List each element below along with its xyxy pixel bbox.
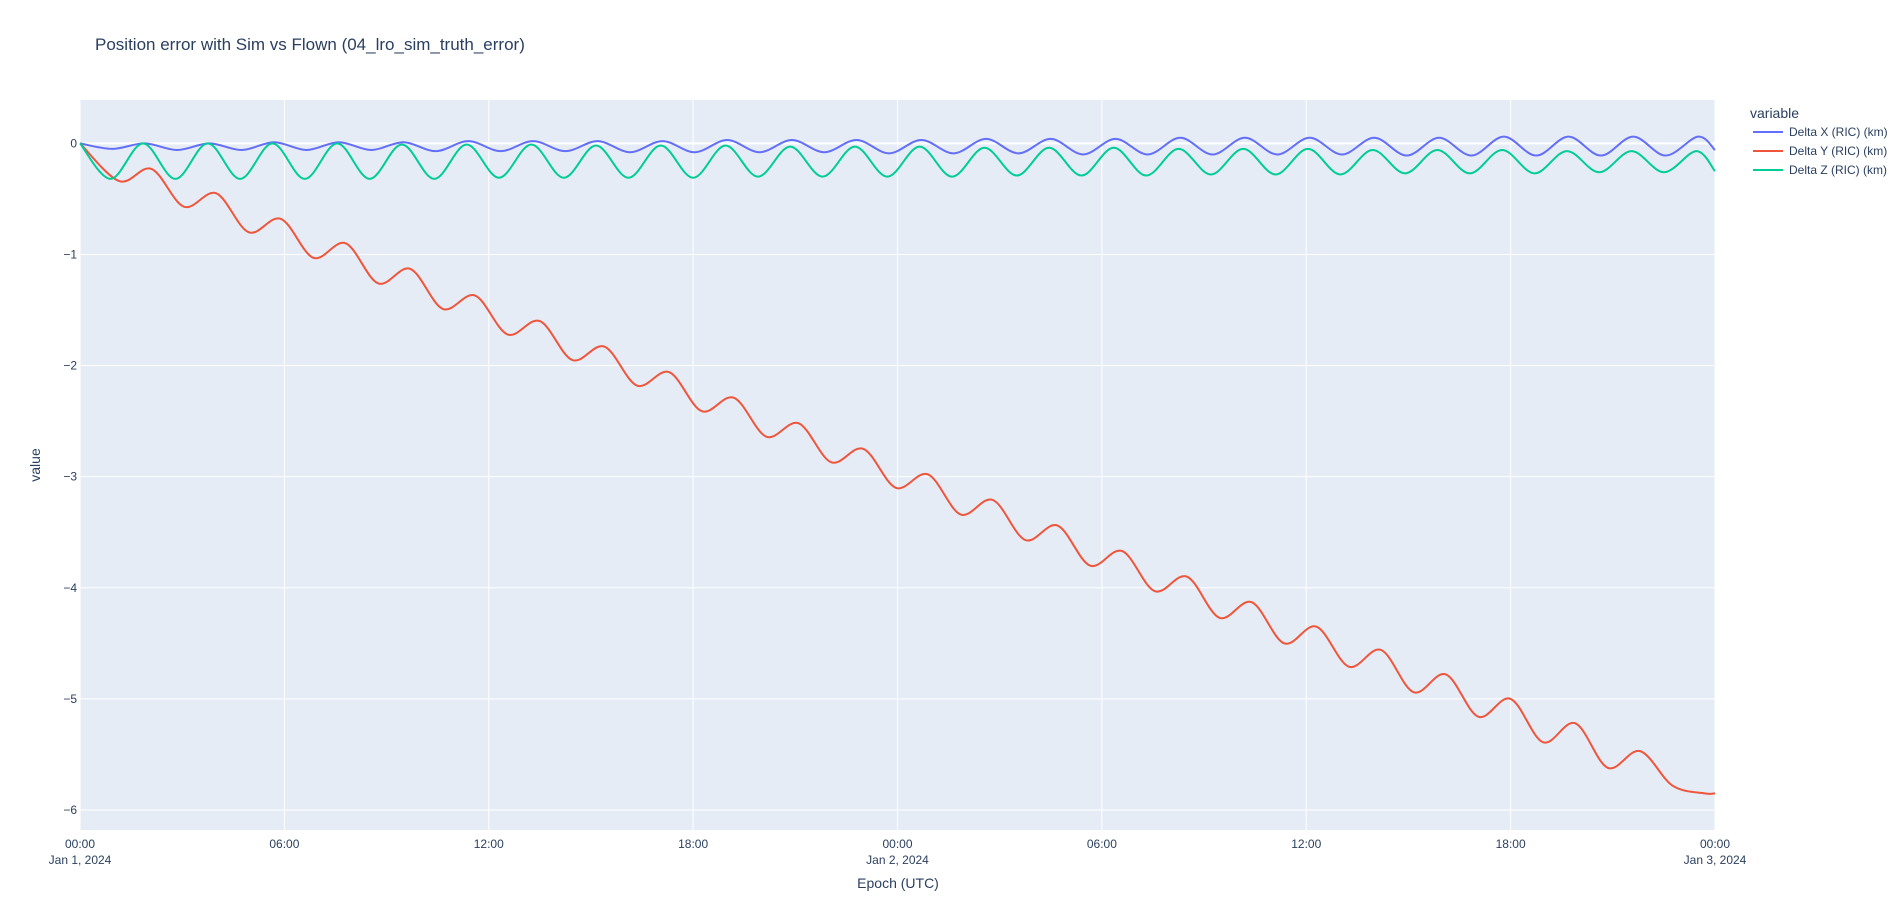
legend-item[interactable]: Delta Y (RIC) (km) bbox=[1753, 144, 1887, 158]
x-tick-label: 18:00 bbox=[1496, 837, 1526, 851]
x-tick-label: 00:00 bbox=[1700, 837, 1730, 851]
x-tick-label: 06:00 bbox=[1087, 837, 1117, 851]
x-tick-label: 00:00 bbox=[65, 837, 95, 851]
series-lines bbox=[79, 135, 1716, 795]
legend-item[interactable]: Delta Z (RIC) (km) bbox=[1753, 163, 1887, 177]
x-tick-date-label: Jan 2, 2024 bbox=[866, 853, 929, 867]
legend-label: Delta Z (RIC) (km) bbox=[1789, 163, 1887, 177]
y-tick-label: −6 bbox=[63, 803, 77, 817]
series-line-2[interactable] bbox=[79, 142, 1716, 795]
x-tick-label: 06:00 bbox=[269, 837, 299, 851]
y-tick-label: −1 bbox=[63, 247, 77, 261]
x-tick-date-label: Jan 1, 2024 bbox=[49, 853, 112, 867]
y-tick-label: −4 bbox=[63, 581, 77, 595]
x-axis-title: Epoch (UTC) bbox=[857, 875, 939, 891]
series-line-1[interactable] bbox=[79, 135, 1716, 157]
x-tick-label: 18:00 bbox=[678, 837, 708, 851]
x-tick-label: 12:00 bbox=[474, 837, 504, 851]
legend[interactable]: variable Delta X (RIC) (km) Delta Y (RIC)… bbox=[1750, 105, 1888, 177]
y-tick-label: −2 bbox=[63, 359, 77, 373]
y-tick-label: −3 bbox=[63, 470, 77, 484]
legend-label: Delta X (RIC) (km) bbox=[1789, 125, 1888, 139]
x-axis-ticks: 00:00 Jan 1, 2024 06:00 12:00 18:00 00:00 Jan … bbox=[49, 837, 1747, 867]
y-tick-label: −5 bbox=[63, 692, 77, 706]
grid bbox=[79, 100, 1716, 830]
y-tick-label: 0 bbox=[70, 136, 77, 150]
legend-title: variable bbox=[1750, 105, 1799, 121]
legend-label: Delta Y (RIC) (km) bbox=[1789, 144, 1887, 158]
y-axis-title: value bbox=[27, 448, 43, 482]
x-tick-label: 12:00 bbox=[1291, 837, 1321, 851]
y-axis-ticks: 0 −1 −2 −3 −4 −5 −6 bbox=[63, 136, 77, 817]
x-tick-date-label: Jan 3, 2024 bbox=[1684, 853, 1747, 867]
x-tick-label: 00:00 bbox=[882, 837, 912, 851]
series-line-3[interactable] bbox=[79, 142, 1716, 180]
chart-title: Position error with Sim vs Flown (04_lro… bbox=[95, 35, 525, 54]
legend-item[interactable]: Delta X (RIC) (km) bbox=[1753, 125, 1888, 139]
